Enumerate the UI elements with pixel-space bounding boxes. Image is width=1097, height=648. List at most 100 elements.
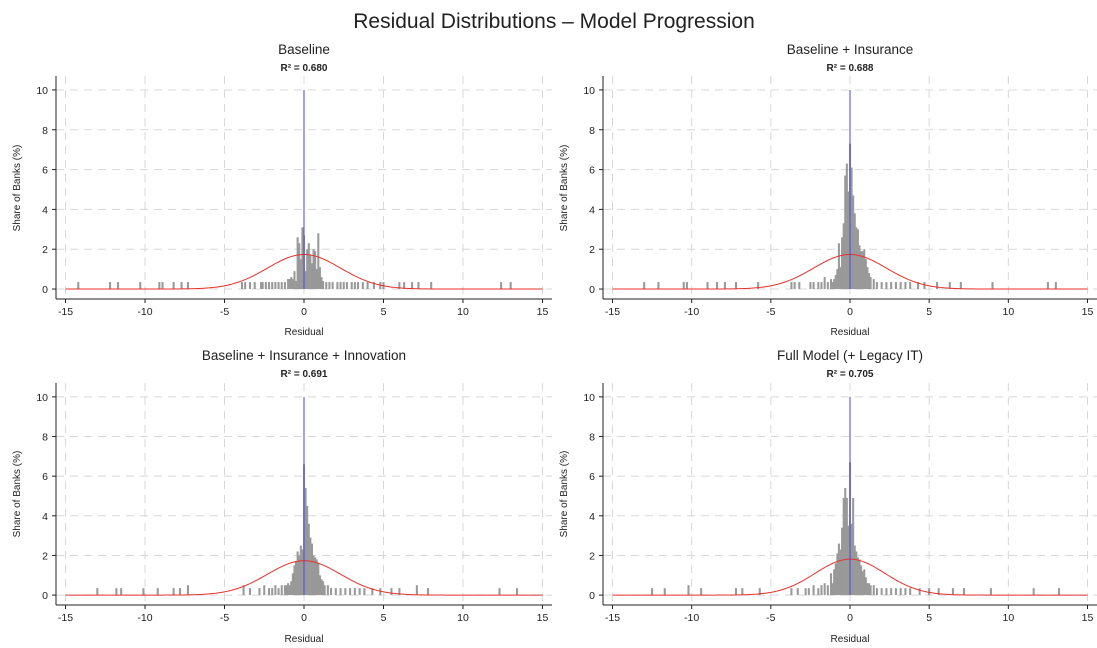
histogram-bar [115, 588, 118, 596]
x-tick-label: 5 [381, 306, 387, 318]
histogram-bar [1032, 588, 1035, 596]
x-tick-label: -10 [137, 306, 152, 318]
x-tick-label: -5 [766, 612, 775, 624]
histogram-bar [339, 282, 342, 290]
histogram-bar [855, 551, 858, 596]
histogram-bar [342, 282, 345, 290]
y-tick-label: 10 [583, 392, 595, 404]
x-tick-label: -5 [220, 612, 229, 624]
histogram-bar [77, 282, 80, 290]
histogram-bar [288, 279, 291, 290]
histogram-bar [248, 282, 251, 290]
histogram-bar [837, 543, 840, 596]
y-tick-label: 4 [589, 511, 595, 523]
histogram-bar [723, 282, 726, 290]
histogram-bar [415, 585, 418, 596]
histogram-bar [845, 163, 848, 290]
y-tick-label: 8 [42, 125, 48, 137]
histogram-bar [860, 565, 863, 596]
histogram-bar [328, 282, 331, 290]
y-tick-label: 0 [589, 590, 595, 602]
x-tick-label: 10 [1002, 306, 1014, 318]
histogram-bar [845, 497, 848, 596]
histogram-bar [301, 549, 304, 596]
histogram-bar [872, 585, 875, 596]
histogram-bar [306, 249, 309, 290]
histogram-bar [706, 282, 709, 290]
histogram-bar [318, 575, 321, 596]
histogram-bar [864, 577, 867, 596]
histogram-bar [156, 588, 159, 596]
histogram-bar [430, 282, 433, 290]
histogram-bar [853, 545, 856, 596]
histogram-bar [885, 282, 888, 290]
histogram-bar [344, 588, 347, 596]
histogram-bar [809, 282, 812, 290]
histogram-bar [287, 583, 290, 596]
histogram-bar [417, 282, 420, 290]
y-tick-label: 6 [589, 165, 595, 177]
histogram-bar [700, 588, 703, 596]
histogram-bar [829, 279, 833, 290]
histogram-bar [842, 497, 845, 596]
x-tick-label: 15 [1082, 306, 1094, 318]
histogram-bar [411, 282, 414, 290]
histogram-bar [841, 527, 844, 596]
histogram-bar [331, 282, 334, 290]
histogram-bar [804, 588, 807, 596]
x-tick-label: 15 [1082, 612, 1094, 624]
y-tick-label: 2 [589, 550, 595, 562]
histogram-bar [283, 585, 286, 596]
histogram-bar [339, 588, 342, 596]
x-tick-label: 10 [457, 306, 469, 318]
histogram-bar [283, 282, 286, 290]
histogram-bar [426, 588, 430, 596]
histogram-bar [271, 282, 274, 290]
histogram-bar [904, 588, 907, 596]
x-tick-label: -15 [605, 612, 620, 624]
histogram-bar [807, 588, 810, 596]
histogram-bar [909, 588, 912, 596]
histogram-bar [307, 523, 310, 596]
histogram-bar [345, 282, 348, 290]
histogram-bar [890, 588, 893, 596]
histogram-bar [852, 195, 855, 290]
x-tick-label: -5 [220, 306, 229, 318]
histogram-bar [831, 282, 834, 290]
histogram-bar [366, 282, 369, 290]
histogram-bar [1054, 282, 1057, 290]
histogram-bar [301, 227, 304, 290]
x-tick-label: -10 [684, 306, 699, 318]
histogram-bar [685, 282, 688, 290]
histogram-bar [923, 282, 926, 290]
panel-baseline: Baseline R² = 0.680 Residual Share of Ba… [12, 42, 552, 338]
histogram-bar [353, 282, 356, 290]
x-axis-label: Residual [285, 634, 324, 645]
histogram-bar [869, 277, 872, 290]
histogram-bar [178, 588, 182, 596]
histogram-bar [991, 282, 994, 290]
histogram-bar [277, 282, 280, 290]
histogram-bar [293, 271, 296, 290]
histogram-bar [741, 588, 744, 596]
panel-title: Baseline + Insurance [787, 42, 913, 57]
histogram-bar [937, 588, 940, 596]
histogram-bar [864, 259, 867, 290]
y-tick-label: 4 [42, 204, 48, 216]
y-tick-label: 10 [36, 85, 48, 97]
panel-title: Baseline [278, 42, 330, 57]
x-tick-label: 5 [926, 306, 932, 318]
y-tick-label: 8 [589, 125, 595, 137]
histogram-bar [267, 282, 271, 290]
histogram-bar [867, 273, 871, 290]
histogram-bar [817, 282, 820, 290]
histogram-bar [329, 588, 333, 596]
histogram-bar [855, 227, 858, 290]
histogram-bar [869, 585, 872, 596]
histogram-bar [109, 282, 112, 290]
histogram-bar [361, 282, 364, 290]
histogram-bar [842, 223, 845, 290]
y-tick-label: 0 [589, 284, 595, 296]
y-tick-label: 0 [42, 590, 48, 602]
